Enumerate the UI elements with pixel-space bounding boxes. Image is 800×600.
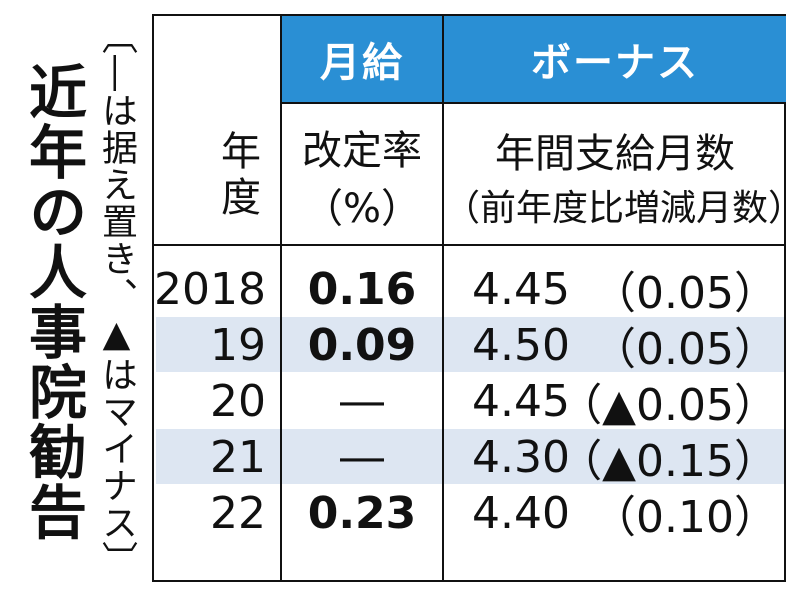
change-cell: （0.05）	[592, 324, 778, 375]
rate-cell: ―	[340, 375, 384, 427]
change-cell: （0.10）	[592, 492, 778, 543]
year-cell: 21	[210, 431, 266, 483]
year-header: 年度	[154, 116, 280, 236]
row-stripe	[156, 429, 784, 484]
rate-cell: 0.23	[307, 487, 417, 539]
divider	[280, 16, 282, 580]
months-cell: 4.45	[472, 375, 570, 427]
row-stripe	[156, 317, 784, 372]
rate-header: 改定率 （%）	[282, 116, 442, 236]
header-monthly: 月給	[282, 16, 442, 102]
year-header-label: 年度	[214, 130, 260, 222]
recommendation-table: 月給 ボーナス 年度 改定率 （%） 年間支給月数 （前年度比増減月数） 201…	[152, 14, 800, 582]
months-cell: 4.40	[472, 487, 570, 539]
year-cell: 20	[210, 375, 266, 427]
change-cell: （0.05）	[592, 268, 778, 319]
rate-header-line1: 改定率	[302, 128, 422, 174]
change-cell: （▲0.05）	[558, 380, 778, 431]
year-cell: 2018	[154, 263, 266, 315]
rate-header-line2: （%）	[302, 186, 421, 232]
rate-cell: 0.16	[307, 263, 417, 315]
bonus-header-line1: 年間支給月数	[495, 131, 735, 177]
months-cell: 4.45	[472, 263, 570, 315]
rate-cell: 0.09	[307, 319, 417, 371]
page-title: 近年の人事院勧告	[19, 62, 87, 542]
divider	[442, 16, 444, 580]
legend-note: 〔―は据え置き、▲はマイナス〕	[96, 18, 137, 578]
change-cell: （▲0.15）	[558, 436, 778, 487]
divider	[154, 244, 784, 246]
bonus-header: 年間支給月数 （前年度比増減月数）	[444, 116, 800, 236]
year-cell: 22	[210, 487, 266, 539]
divider	[282, 102, 784, 104]
bonus-header-line2: （前年度比増減月数）	[444, 188, 800, 229]
months-cell: 4.30	[472, 431, 570, 483]
header-bonus: ボーナス	[444, 16, 786, 102]
year-cell: 19	[210, 319, 266, 371]
rate-cell: ―	[340, 431, 384, 483]
months-cell: 4.50	[472, 319, 570, 371]
